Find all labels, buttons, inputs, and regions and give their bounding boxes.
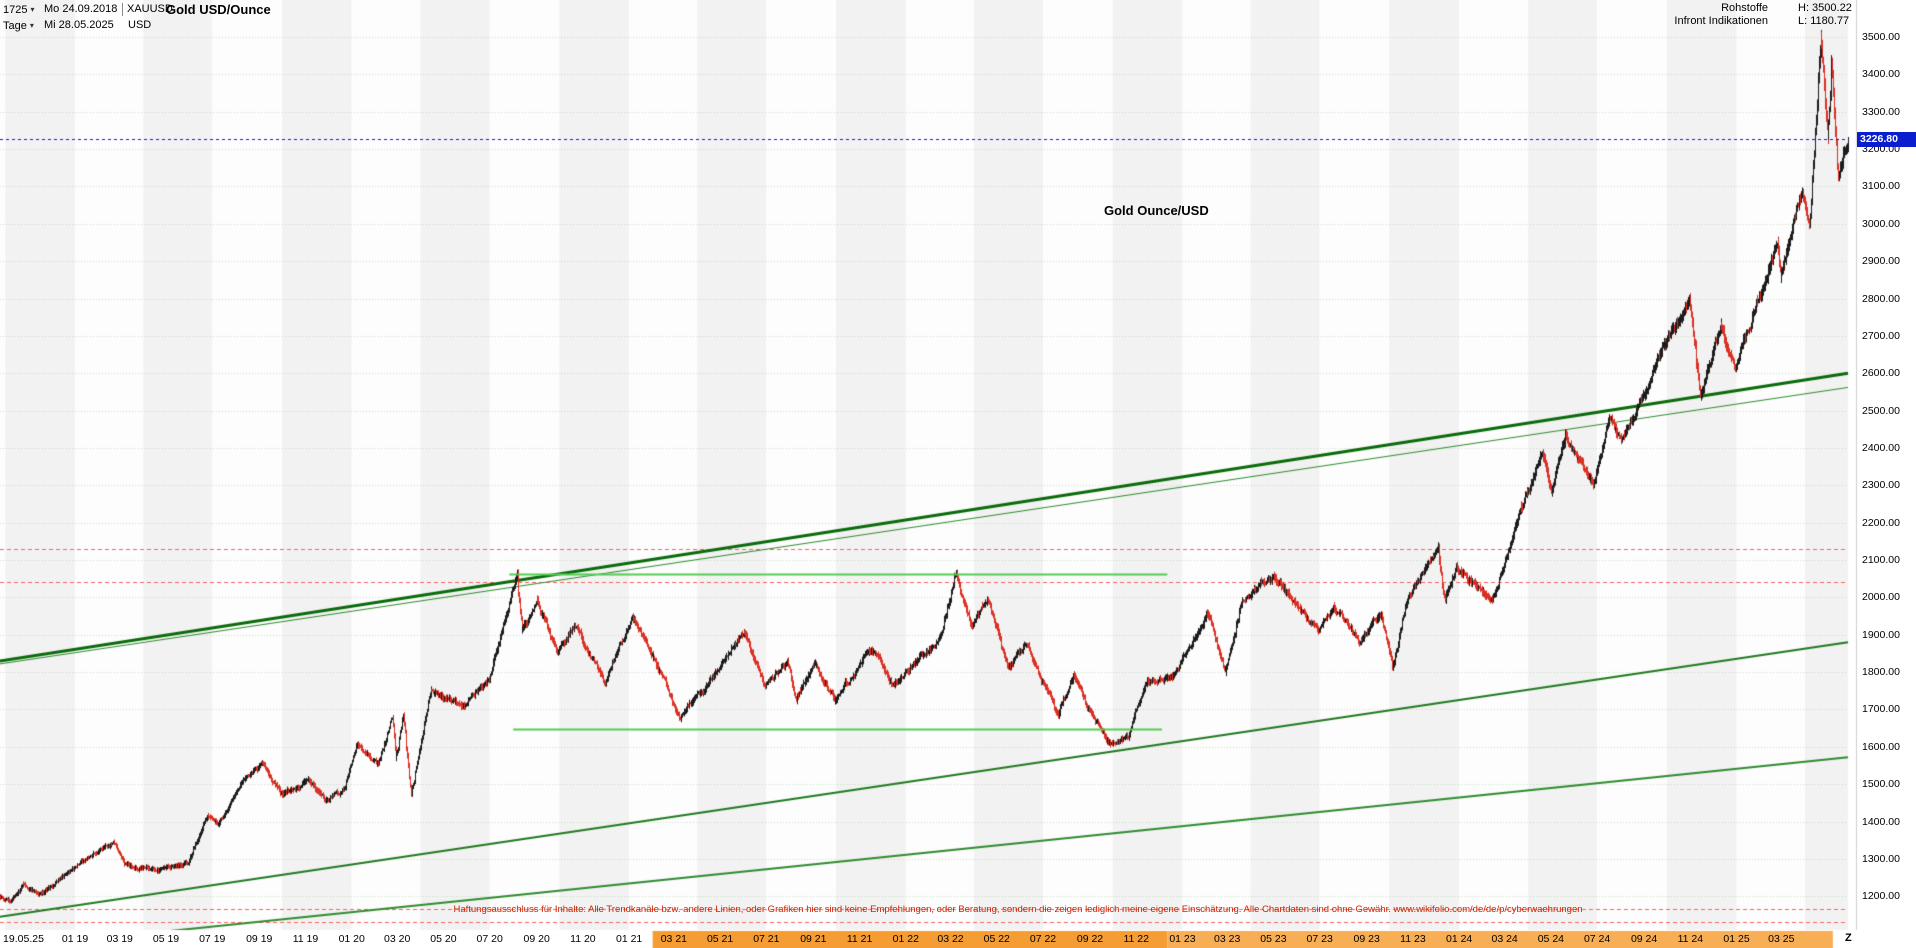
currency-label: USD bbox=[128, 19, 152, 31]
x-axis-label: 05 21 bbox=[706, 933, 734, 945]
y-axis-label: 1800.00 bbox=[1862, 666, 1900, 679]
x-axis-label: 03 21 bbox=[660, 933, 687, 945]
bars-count-dropdown[interactable]: 1725 ▾ bbox=[3, 3, 35, 17]
y-axis-label: 2800.00 bbox=[1862, 292, 1900, 305]
y-axis-label: 1700.00 bbox=[1862, 703, 1900, 716]
y-axis-label: 1900.00 bbox=[1862, 628, 1900, 641]
y-axis-label: 2000.00 bbox=[1862, 591, 1900, 604]
x-axis-label: 19.05.25 bbox=[3, 933, 44, 945]
y-axis-label: 2300.00 bbox=[1862, 479, 1900, 492]
y-axis-label: 1200.00 bbox=[1862, 890, 1900, 903]
x-axis-label: 07 24 bbox=[1583, 933, 1611, 945]
end-date-field[interactable]: Mi 28.05.2025 bbox=[44, 19, 114, 31]
x-axis-label: 11 20 bbox=[570, 933, 596, 945]
chevron-down-icon: ▾ bbox=[29, 21, 34, 30]
x-axis-label: 09 21 bbox=[800, 933, 827, 945]
x-axis-label: 03 25 bbox=[1768, 933, 1795, 945]
y-axis-label: 1600.00 bbox=[1862, 740, 1900, 753]
x-axis-label: 05 22 bbox=[983, 933, 1010, 945]
y-axis-label: 1300.00 bbox=[1862, 852, 1900, 865]
x-axis-label: 05 23 bbox=[1260, 933, 1287, 945]
x-axis-label: 09 20 bbox=[523, 933, 550, 945]
x-axis-label: 05 24 bbox=[1537, 933, 1564, 945]
x-axis-label: 09 23 bbox=[1353, 933, 1380, 945]
x-axis-label: 05 20 bbox=[430, 933, 457, 945]
annotation-label: Gold Ounce/USD bbox=[1104, 203, 1209, 218]
y-axis-label: 2500.00 bbox=[1862, 404, 1900, 417]
x-axis-label: 11 23 bbox=[1400, 933, 1426, 945]
x-axis-label: 03 22 bbox=[937, 933, 964, 945]
y-axis-label: 2700.00 bbox=[1862, 329, 1900, 342]
y-axis-label: 3500.00 bbox=[1862, 31, 1900, 43]
x-axis-label: 11 24 bbox=[1677, 933, 1704, 945]
symbol-label: XAUUSD bbox=[122, 3, 173, 16]
provider-label: Infront Indikationen bbox=[1674, 15, 1768, 27]
x-axis-label: 01 23 bbox=[1169, 933, 1196, 945]
x-axis-label: 03 19 bbox=[106, 933, 133, 945]
zoom-button[interactable]: Z bbox=[1845, 932, 1852, 944]
y-axis-label: 1500.00 bbox=[1862, 778, 1900, 791]
x-axis-label: 09 22 bbox=[1076, 933, 1104, 945]
feed-label: Rohstoffe bbox=[1721, 2, 1768, 14]
y-axis-label: 3000.00 bbox=[1862, 217, 1900, 230]
bars-count-value: 1725 bbox=[3, 4, 28, 16]
x-axis-label: 01 19 bbox=[61, 933, 89, 945]
disclaimer-text: Haftungsausschluss für Inhalte: Alle Tre… bbox=[453, 904, 1583, 915]
x-axis-label: 11 19 bbox=[292, 933, 319, 945]
y-axis-label: 2600.00 bbox=[1862, 367, 1900, 380]
x-axis-label: 07 20 bbox=[476, 933, 503, 945]
y-axis-label: 1400.00 bbox=[1862, 815, 1900, 828]
x-axis-label: 07 19 bbox=[199, 933, 226, 945]
x-axis-label: 07 21 bbox=[753, 933, 780, 945]
x-axis-label: 01 25 bbox=[1723, 933, 1750, 945]
x-axis-label: 05 19 bbox=[152, 933, 180, 945]
low-value: L: 1180.77 bbox=[1798, 15, 1850, 27]
start-date-field[interactable]: Mo 24.09.2018 bbox=[44, 3, 118, 15]
y-axis-label: 2900.00 bbox=[1862, 255, 1900, 268]
x-axis-label: 07 22 bbox=[1029, 933, 1057, 945]
x-axis-label: 11 22 bbox=[1123, 933, 1149, 945]
x-axis-label: 01 20 bbox=[338, 933, 365, 945]
x-axis-label: 11 21 bbox=[846, 933, 873, 945]
y-axis-label: 3100.00 bbox=[1862, 180, 1900, 193]
x-axis-label: 03 23 bbox=[1214, 933, 1241, 945]
x-axis-label: 07 23 bbox=[1306, 933, 1333, 945]
y-axis-label: 3400.00 bbox=[1862, 68, 1900, 81]
x-axis-label: 01 21 bbox=[615, 933, 643, 945]
period-dropdown[interactable]: Tage ▾ bbox=[3, 19, 34, 33]
y-axis-label: 3300.00 bbox=[1862, 105, 1900, 118]
y-axis-label: 2400.00 bbox=[1862, 441, 1900, 454]
x-axis-label: 01 24 bbox=[1446, 933, 1473, 945]
x-axis-label: 09 19 bbox=[246, 933, 273, 945]
x-axis-label: 03 24 bbox=[1491, 933, 1518, 945]
y-axis-label: 2100.00 bbox=[1862, 554, 1900, 567]
period-value: Tage bbox=[3, 20, 27, 32]
x-axis-label: 01 22 bbox=[892, 933, 919, 945]
x-axis-label: 03 20 bbox=[384, 933, 411, 945]
chart-title: Gold USD/Ounce bbox=[166, 2, 271, 17]
current-price-marker: 3226.80 bbox=[1857, 132, 1916, 147]
y-axis-label: 2200.00 bbox=[1862, 516, 1900, 529]
high-value: H: 3500.22 bbox=[1798, 2, 1852, 14]
x-axis-label: 09 24 bbox=[1630, 933, 1658, 945]
chevron-down-icon: ▾ bbox=[30, 5, 35, 14]
